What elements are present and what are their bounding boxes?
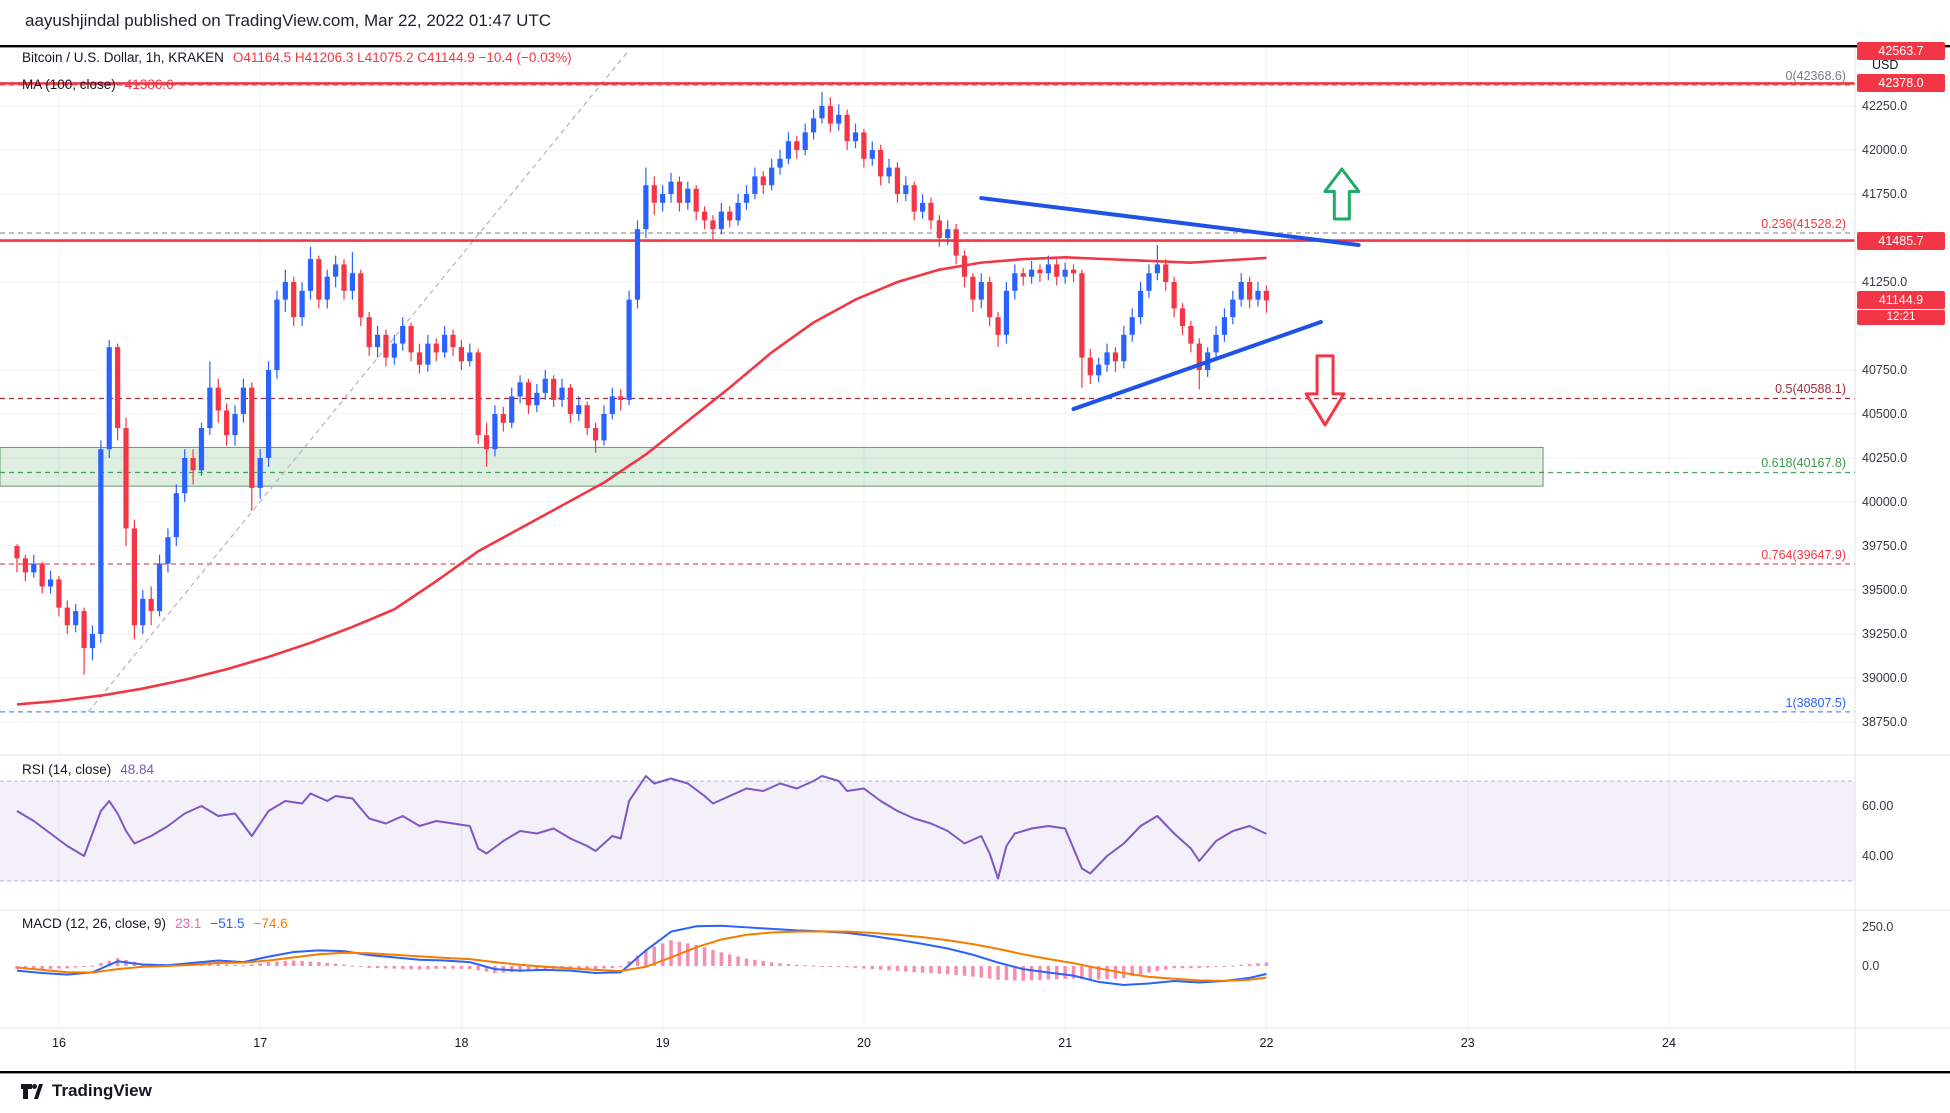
support-zone [0, 446, 1544, 487]
macd-hist-value: 23.1 [175, 916, 202, 931]
ma-legend[interactable]: MA (100, close) 41386.6 [22, 77, 183, 92]
up-arrow [1323, 167, 1361, 221]
macd-legend[interactable]: MACD (12, 26, close, 9) 23.1 −51.5 −74.6 [22, 916, 297, 931]
rsi-band [0, 781, 1855, 881]
rsi-legend[interactable]: RSI (14, close) 48.84 [22, 762, 163, 777]
macd-signal-value: −74.6 [253, 916, 288, 931]
candles [14, 91, 1269, 675]
symbol-legend[interactable]: Bitcoin / U.S. Dollar, 1h, KRAKEN O41164.… [22, 50, 581, 65]
support-trendline [1071, 319, 1323, 412]
ma-value: 41386.6 [124, 77, 174, 92]
main-pane [0, 49, 1855, 713]
publish-info: aayushjindal published on TradingView.co… [25, 11, 552, 30]
macd-label: MACD (12, 26, close, 9) [22, 916, 167, 931]
macd-pane [15, 924, 1269, 987]
currency-toggle[interactable]: USD [1872, 58, 1899, 72]
brand-name[interactable]: TradingView [52, 1081, 152, 1100]
macd-line [16, 924, 1267, 987]
ma-100-line [16, 256, 1267, 706]
ohlc-values: O41164.5 H41206.3 L41075.2 C41144.9 −10.… [232, 50, 572, 65]
bottom-border [0, 1071, 1950, 1074]
rsi-pane [0, 775, 1855, 882]
fib-diagonal [87, 49, 630, 713]
top-border [0, 45, 1950, 48]
macd-line-value: −51.5 [210, 916, 245, 931]
symbol-title: Bitcoin / U.S. Dollar, 1h, KRAKEN [22, 50, 224, 65]
rsi-value: 48.84 [120, 762, 155, 777]
down-arrow [1304, 354, 1346, 427]
footer: TradingView [20, 1079, 152, 1103]
macd-histogram [15, 940, 1269, 981]
tradingview-logo[interactable] [20, 1079, 44, 1103]
ma-label: MA (100, close) [22, 77, 116, 92]
resistance-trendline [979, 196, 1361, 248]
rsi-label: RSI (14, close) [22, 762, 112, 777]
signal-line [16, 930, 1267, 982]
rsi-line [16, 775, 1267, 880]
